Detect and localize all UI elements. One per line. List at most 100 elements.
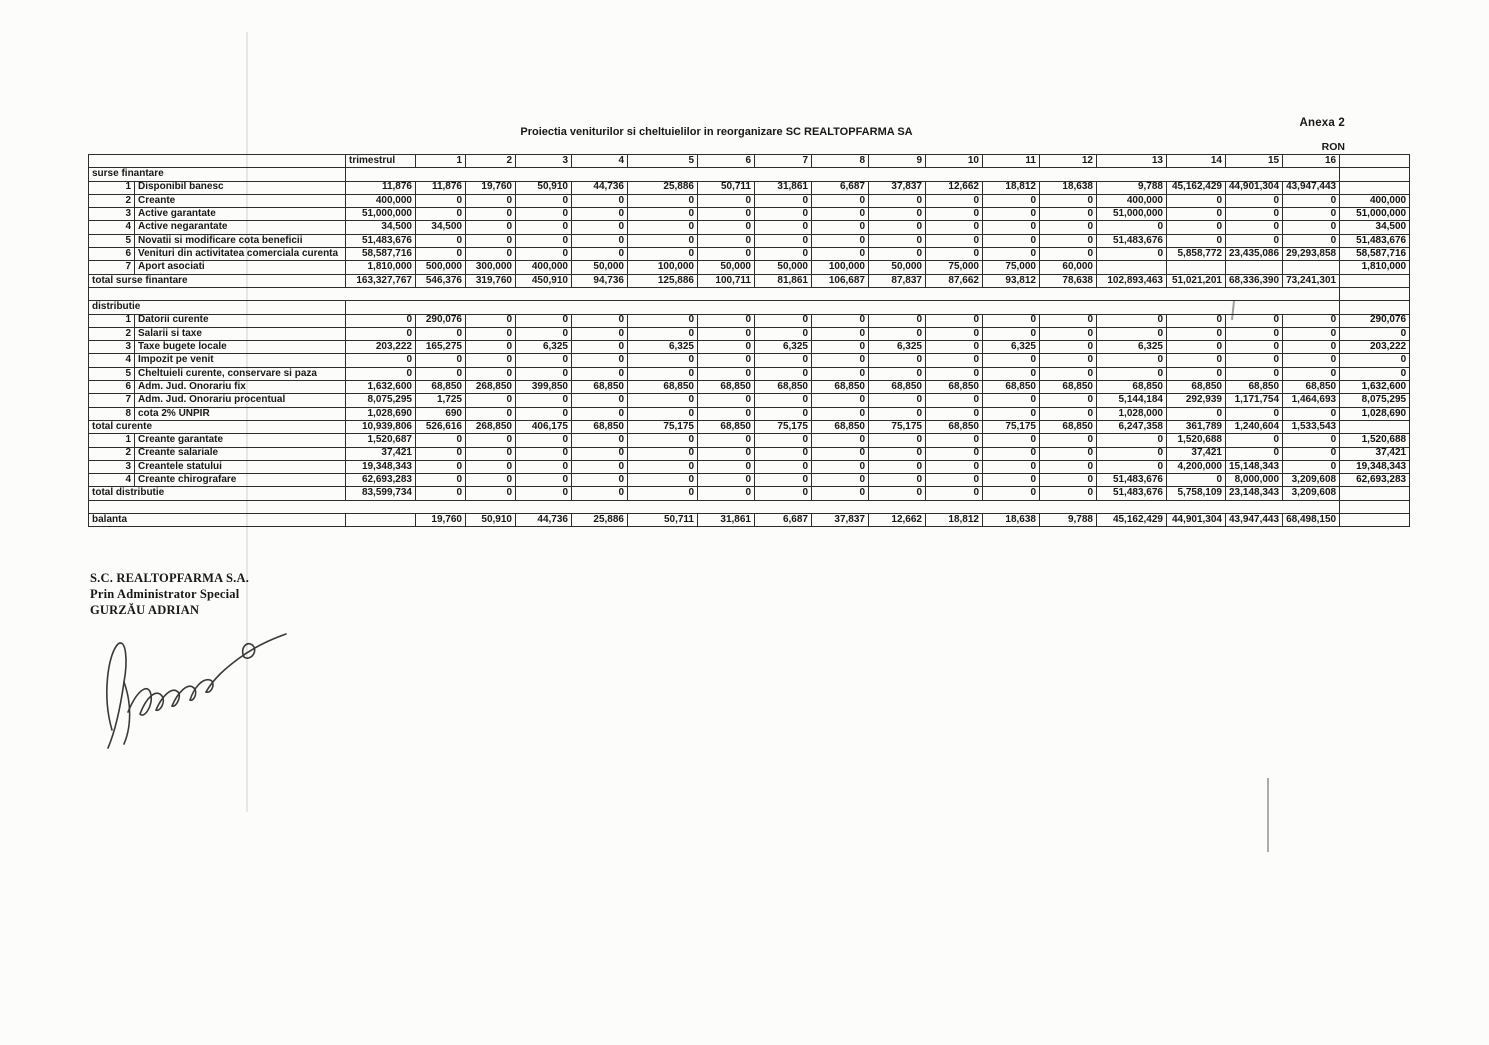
total-row: total distributie 83,599,734 0 0 0 0 0 0 0 0 0 0 0 0 5…	[88, 486, 1411, 501]
quarter-value: 0	[811, 193, 869, 209]
quarter-value: 0	[1039, 366, 1097, 382]
quarter-value: 0	[925, 247, 983, 262]
row-number: 6	[88, 247, 135, 262]
margin-annotation: 8,075,295	[1339, 393, 1411, 408]
quarter-value: 0	[982, 233, 1040, 249]
row-number: 2	[88, 326, 135, 342]
table-row: 5 Novatii si modificare cota beneficii 51,…	[88, 233, 1411, 249]
quarter-value: 68,850	[925, 380, 983, 395]
quarter-value: 0	[982, 313, 1040, 328]
quarter-value: 0	[1224, 220, 1284, 235]
row-number: 4	[88, 220, 135, 235]
quarter-value: 400,000	[515, 260, 572, 275]
quarter-value: 1,171,754	[1224, 393, 1284, 408]
quarter-value: 0	[515, 193, 572, 209]
quarter-value: 0	[465, 406, 516, 421]
quarter-value: 0	[868, 406, 926, 421]
total-quarter-value: 1,533,543	[1282, 419, 1341, 435]
total-quarter-value: 106,687	[811, 273, 869, 288]
quarter-value: 0	[697, 446, 755, 461]
quarter-value: 300,000	[465, 260, 516, 275]
quarter-value: 0	[697, 207, 755, 222]
quarter-value	[1282, 260, 1341, 275]
total-quarter-value: 406,175	[515, 419, 572, 435]
margin-annotation: 1,632,600	[1339, 380, 1411, 395]
quarter-value: 43,947,443	[1282, 180, 1341, 195]
quarter-value: 0	[982, 446, 1040, 461]
row-number: 2	[88, 446, 135, 461]
quarter-value: 0	[982, 393, 1040, 408]
quarter-value: 0	[465, 193, 516, 209]
quarter-value: 0	[627, 193, 698, 209]
quarter-value: 0	[697, 406, 755, 421]
quarter-value: 0	[1096, 446, 1167, 461]
quarter-value: 0	[868, 393, 926, 408]
quarter-value: 6,687	[811, 180, 869, 195]
quarter-value: 0	[754, 313, 812, 328]
quarter-value: 1,520,688	[1166, 433, 1226, 448]
quarter-value: 0	[811, 459, 869, 475]
quarter-value: 0	[811, 207, 869, 222]
quarter-value: 0	[982, 366, 1040, 382]
table-row: 4 Creante chirografare 62,693,283 0 0 0 0 0 0 0 0 0…	[88, 473, 1411, 488]
quarter-value: 0	[627, 433, 698, 448]
total-quarter-value: 68,336,390	[1224, 273, 1284, 288]
total-quarter-value: 102,893,463	[1096, 273, 1167, 288]
quarter-value: 0	[1282, 340, 1341, 355]
quarter-value: 0	[1039, 207, 1097, 222]
quarter-value: 0	[571, 473, 628, 488]
quarter-value: 68,850	[627, 380, 698, 395]
quarter-header-cell: 15	[1224, 153, 1284, 169]
total-quarter-value: 0	[415, 486, 466, 501]
quarter-value: 0	[571, 366, 628, 382]
margin-annotation: 290,076	[1339, 313, 1411, 328]
table-row: 2 Creante salariale 37,421 0 0 0 0 0 0 0 0 0 0 0 0 0 37,…	[88, 446, 1411, 461]
row-label: Venituri din activitatea comerciala cure…	[134, 247, 346, 262]
quarter-value: 0	[571, 247, 628, 262]
quarter-value: 0	[697, 393, 755, 408]
quarter-value: 0	[925, 220, 983, 235]
quarter-value: 399,850	[515, 380, 572, 395]
quarter-value: 0	[1039, 393, 1097, 408]
row-number: 8	[88, 406, 135, 421]
quarter-value: 50,910	[515, 180, 572, 195]
quarter-header-cell: 5	[627, 153, 698, 169]
quarter-value: 0	[465, 326, 516, 342]
quarter-value: 6,325	[868, 340, 926, 355]
margin-annotation	[1339, 153, 1411, 169]
quarter-value: 0	[868, 313, 926, 328]
quarter-value: 68,850	[571, 380, 628, 395]
quarter-value: 18,812	[982, 180, 1040, 195]
quarter-value: 0	[465, 247, 516, 262]
total-quarter-value: 268,850	[465, 419, 516, 435]
quarter-value: 0	[754, 220, 812, 235]
total-quarter-value: 68,850	[925, 419, 983, 435]
period-value: 1,028,690	[345, 406, 416, 421]
total-quarter-value: 75,175	[982, 419, 1040, 435]
margin-annotation: 0	[1339, 366, 1411, 382]
total-quarter-value: 0	[697, 486, 755, 501]
signature-company: S.C. REALTOPFARMA S.A.	[90, 571, 250, 585]
quarter-value: 0	[925, 446, 983, 461]
quarter-value: 0	[925, 406, 983, 421]
total-period-value	[345, 513, 416, 528]
quarter-value: 0	[868, 473, 926, 488]
quarter-value: 500,000	[415, 260, 466, 275]
quarter-value: 0	[754, 193, 812, 209]
quarter-value: 0	[811, 326, 869, 342]
quarter-value: 690	[415, 406, 466, 421]
currency-label: RON	[1321, 141, 1345, 153]
total-row: total curente 10,939,806 526,616 268,850 406…	[88, 419, 1411, 435]
quarter-value: 0	[1224, 433, 1284, 448]
quarter-value: 0	[697, 233, 755, 249]
quarter-value: 45,162,429	[1166, 180, 1226, 195]
spacer-row	[87, 286, 1411, 302]
quarter-value: 0	[1039, 406, 1097, 421]
quarter-value: 75,000	[925, 260, 983, 275]
total-quarter-value: 68,850	[697, 419, 755, 435]
period-value: 0	[345, 353, 416, 368]
row-label: Active garantate	[134, 207, 346, 222]
quarter-value: 0	[868, 433, 926, 448]
total-quarter-value: 546,376	[415, 273, 466, 288]
period-value: 51,000,000	[345, 207, 416, 222]
